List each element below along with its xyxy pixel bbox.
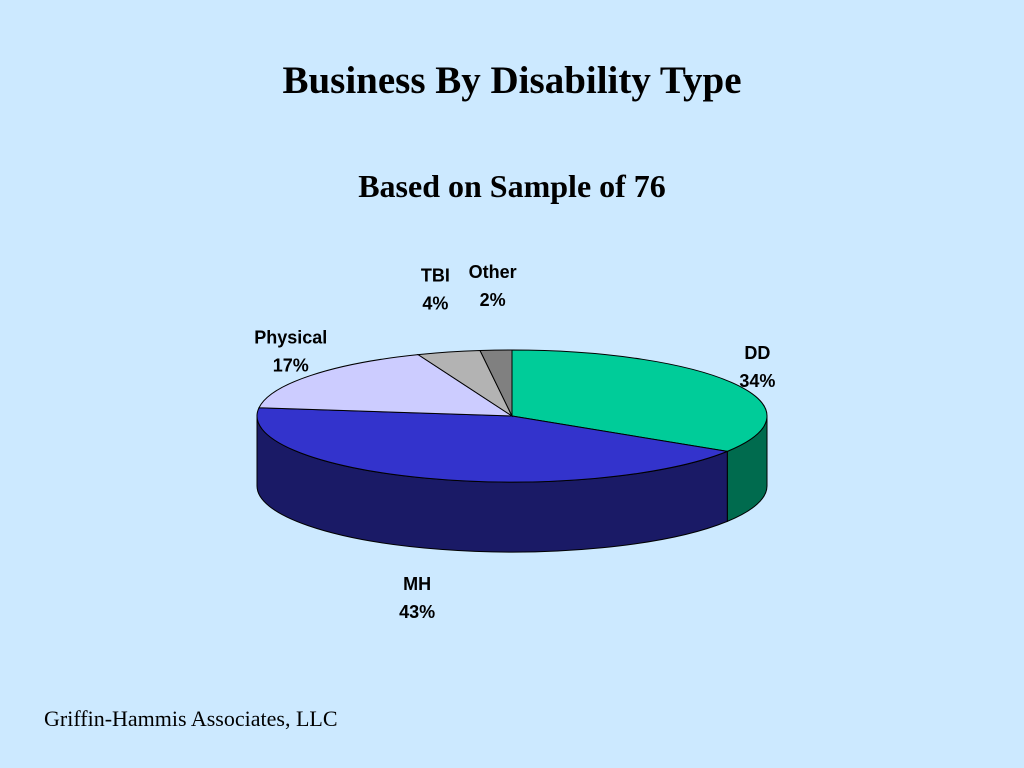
slice-value-mh: 43%: [399, 602, 435, 622]
slice-label-dd: DD: [744, 343, 770, 363]
chart-subtitle: Based on Sample of 76: [358, 168, 666, 204]
footer-credit: Griffin-Hammis Associates, LLC: [44, 706, 338, 731]
slice-value-physical: 17%: [273, 356, 309, 376]
chart-title: Business By Disability Type: [282, 59, 742, 102]
pie-slice-other: [479, 349, 513, 417]
slice-label-physical: Physical: [254, 328, 327, 348]
pie-slice-mh: [256, 407, 730, 483]
slice-value-dd: 34%: [739, 371, 775, 391]
slice-value-tbi: 4%: [422, 294, 448, 314]
slice-label-tbi: TBI: [421, 266, 450, 286]
slice-label-mh: MH: [403, 574, 431, 594]
slice-value-other: 2%: [480, 290, 506, 310]
slice-label-other: Other: [469, 262, 517, 282]
pie-slice-physical: [258, 354, 514, 417]
